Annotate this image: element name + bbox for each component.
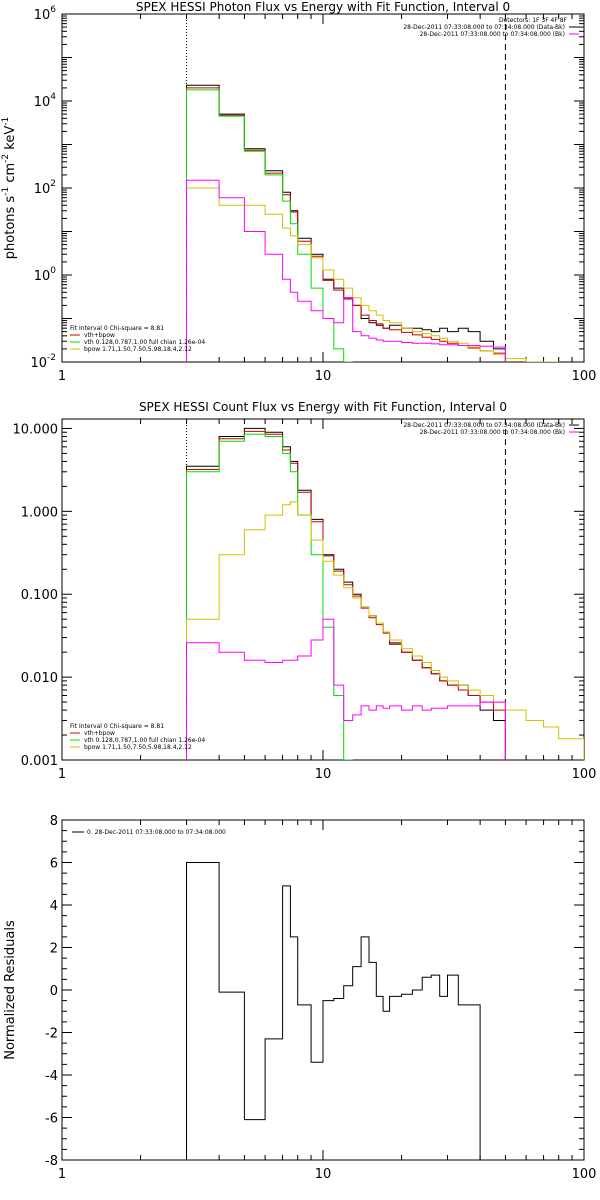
y-tick-label: 106 <box>34 5 57 23</box>
x-tick-label: 1 <box>58 767 66 782</box>
plot-frame <box>61 819 585 1161</box>
y-tick-label: 0.001 <box>21 754 58 769</box>
chart-title: SPEX HESSI Count Flux vs Energy with Fit… <box>139 400 507 414</box>
series-data <box>186 427 506 760</box>
legend-entry-text: vth+bpow <box>84 730 115 737</box>
legend-entry-text: 28-Dec-2011 07:33:08.000 to 07:34:08.000… <box>420 31 565 38</box>
series-vth <box>186 433 353 760</box>
legend-entry-text: 0. 28-Dec-2011 07:33:08.000 to 07:34:08.… <box>87 829 226 836</box>
y-tick-label: 2 <box>50 942 58 957</box>
x-tick-label: 100 <box>572 767 597 782</box>
x-tick-label: 100 <box>572 369 597 384</box>
y-tick-label: -4 <box>45 1069 58 1084</box>
y-tick-label: 0.010 <box>21 671 58 686</box>
legend-header: Fit Interval 0 Chi-square = 8.81 <box>70 723 164 730</box>
x-tick-label: 100 <box>572 1167 597 1182</box>
legend-entry-text: 28-Dec-2011 07:33:08.000 to 07:34:08.000… <box>403 422 565 429</box>
legend-entry-text: 28-Dec-2011 07:33:08.000 to 07:34:08.000… <box>403 24 565 31</box>
y-tick-label: -8 <box>45 1154 58 1169</box>
legend-entry-text: vth 0.128,0.787,1.00 full chian 1.26e-04 <box>84 737 205 744</box>
chart-title: SPEX HESSI Photon Flux vs Energy with Fi… <box>136 0 510 14</box>
series-vth-bpow <box>186 430 506 760</box>
y-tick-label: 4 <box>50 899 58 914</box>
legend-header: Detectors: 1F 3F 4F 8F <box>499 17 568 24</box>
y-tick-label: 0 <box>50 984 58 999</box>
y-tick-label: 6 <box>50 857 58 872</box>
y-axis-label: photons s-1 cm-2 keV-1 <box>1 117 18 259</box>
x-tick-label: 1 <box>58 1167 66 1182</box>
series-vth-bpow <box>186 87 506 362</box>
legend-entry-text: bpow 1.71,1.50,7.50,5.98,18.4,2.12 <box>84 744 192 751</box>
chart-panel-2: SPEX HESSI Count Flux vs Energy with Fit… <box>13 400 597 782</box>
x-tick-label: 10 <box>315 369 332 384</box>
y-tick-label: -2 <box>45 1027 58 1042</box>
series-background <box>186 618 506 760</box>
legend-entry-text: vth 0.128,0.787,1.00 full chian 1.26e-04 <box>84 339 205 346</box>
series-vth <box>186 89 353 362</box>
y-axis-label: Normalized Residuals <box>3 920 18 1060</box>
y-tick-label: 100 <box>34 266 57 284</box>
legend-entry-text: vth+bpow <box>84 332 115 339</box>
series-data <box>186 84 506 362</box>
chart-panel-3: 1 10 100 8 6 4 2 0 -2 -4 -6 -8 Normalized Residuals 0… <box>3 814 596 1182</box>
chart-panel-1: SPEX HESSI Photon Flux vs Energy with Fi… <box>1 0 596 384</box>
y-tick-label: 102 <box>34 179 56 197</box>
y-tick-label: 1.000 <box>21 505 58 520</box>
legend-entry-text: bpow 1.71,1.50,7.50,5.98,18.4,2.12 <box>84 346 192 353</box>
series-background <box>186 179 506 362</box>
y-tick-label: 0.100 <box>21 588 58 603</box>
y-tick-label: 10-2 <box>30 353 56 371</box>
y-tick-label: -6 <box>45 1112 58 1127</box>
x-tick-label: 10 <box>315 767 332 782</box>
legend-header: Fit Interval 0 Chi-square = 8.81 <box>70 325 164 332</box>
series-bpow <box>186 501 584 760</box>
y-tick-label: 104 <box>34 92 57 110</box>
series-bpow <box>186 187 559 362</box>
series-residuals <box>186 862 481 1160</box>
x-tick-label: 10 <box>315 1167 332 1182</box>
legend-entry-text: 28-Dec-2011 07:33:08.000 to 07:34:08.000… <box>420 429 565 436</box>
x-tick-label: 1 <box>58 369 66 384</box>
y-tick-label: 10.000 <box>13 422 59 437</box>
y-tick-label: 8 <box>50 814 58 829</box>
